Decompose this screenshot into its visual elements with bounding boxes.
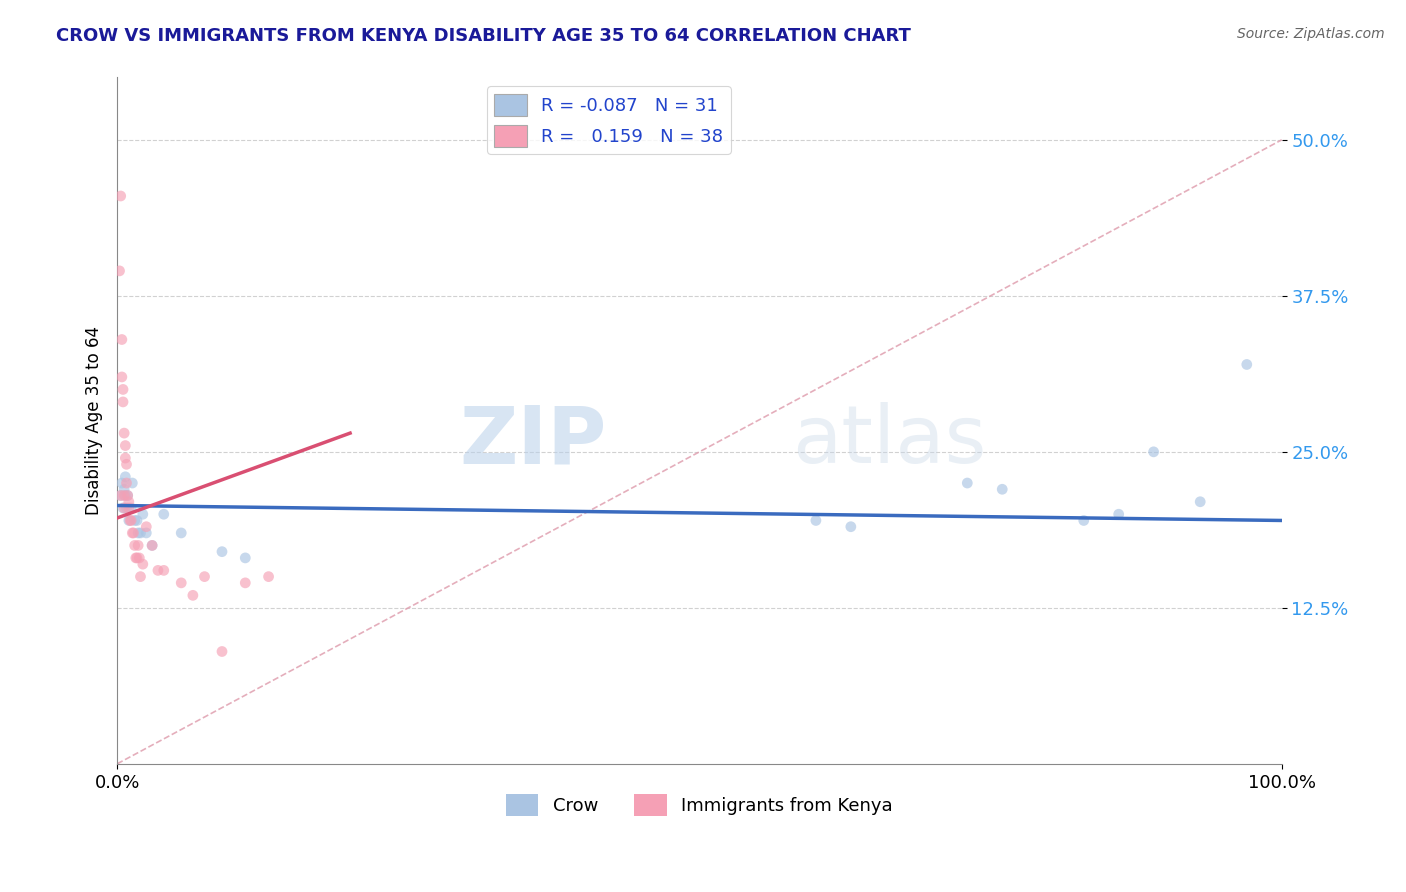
Point bbox=[111, 395, 134, 409]
Point bbox=[135, 519, 157, 533]
Point bbox=[129, 525, 152, 540]
Point bbox=[114, 470, 136, 484]
Point bbox=[128, 550, 150, 565]
Point bbox=[211, 644, 233, 658]
Point bbox=[1108, 507, 1130, 521]
Point bbox=[111, 383, 134, 397]
Point bbox=[135, 525, 157, 540]
Point bbox=[132, 557, 155, 571]
Text: atlas: atlas bbox=[793, 402, 987, 480]
Point bbox=[233, 550, 256, 565]
Point bbox=[114, 439, 136, 453]
Point bbox=[111, 500, 134, 515]
Legend: Crow, Immigrants from Kenya: Crow, Immigrants from Kenya bbox=[499, 787, 900, 823]
Point bbox=[118, 513, 141, 527]
Point bbox=[991, 483, 1014, 497]
Point bbox=[1073, 513, 1095, 527]
Point bbox=[118, 500, 141, 515]
Point bbox=[115, 476, 138, 491]
Point bbox=[118, 513, 141, 527]
Point bbox=[112, 489, 135, 503]
Text: CROW VS IMMIGRANTS FROM KENYA DISABILITY AGE 35 TO 64 CORRELATION CHART: CROW VS IMMIGRANTS FROM KENYA DISABILITY… bbox=[56, 27, 911, 45]
Point bbox=[114, 489, 136, 503]
Point bbox=[125, 550, 148, 565]
Point bbox=[111, 370, 134, 384]
Point bbox=[146, 563, 169, 577]
Point bbox=[117, 489, 139, 503]
Point bbox=[141, 538, 163, 552]
Point bbox=[114, 451, 136, 466]
Point bbox=[112, 500, 135, 515]
Point bbox=[115, 458, 138, 472]
Point bbox=[112, 483, 135, 497]
Point bbox=[110, 489, 132, 503]
Point bbox=[956, 476, 979, 491]
Point bbox=[122, 525, 145, 540]
Point bbox=[839, 519, 862, 533]
Point bbox=[121, 525, 143, 540]
Point bbox=[110, 189, 132, 203]
Point bbox=[193, 569, 215, 583]
Point bbox=[120, 513, 142, 527]
Point bbox=[129, 569, 152, 583]
Point bbox=[112, 426, 135, 441]
Point bbox=[804, 513, 827, 527]
Point bbox=[211, 544, 233, 558]
Point bbox=[121, 476, 143, 491]
Point bbox=[117, 489, 139, 503]
Text: Source: ZipAtlas.com: Source: ZipAtlas.com bbox=[1237, 27, 1385, 41]
Point bbox=[118, 494, 141, 508]
Point bbox=[233, 575, 256, 590]
Point bbox=[127, 525, 149, 540]
Y-axis label: Disability Age 35 to 64: Disability Age 35 to 64 bbox=[86, 326, 103, 516]
Point bbox=[124, 538, 146, 552]
Point bbox=[170, 575, 193, 590]
Point bbox=[181, 588, 204, 602]
Point bbox=[1143, 445, 1166, 459]
Point bbox=[125, 550, 148, 565]
Point bbox=[115, 500, 138, 515]
Point bbox=[132, 507, 155, 521]
Point bbox=[141, 538, 163, 552]
Point bbox=[124, 513, 146, 527]
Point bbox=[120, 500, 142, 515]
Text: ZIP: ZIP bbox=[458, 402, 606, 480]
Point bbox=[1189, 494, 1212, 508]
Point bbox=[1236, 358, 1258, 372]
Point bbox=[108, 264, 131, 278]
Point bbox=[111, 333, 134, 347]
Point bbox=[152, 563, 174, 577]
Point bbox=[110, 489, 132, 503]
Point bbox=[111, 476, 134, 491]
Point bbox=[152, 507, 174, 521]
Point bbox=[127, 538, 149, 552]
Point bbox=[125, 513, 148, 527]
Point bbox=[257, 569, 280, 583]
Point bbox=[170, 525, 193, 540]
